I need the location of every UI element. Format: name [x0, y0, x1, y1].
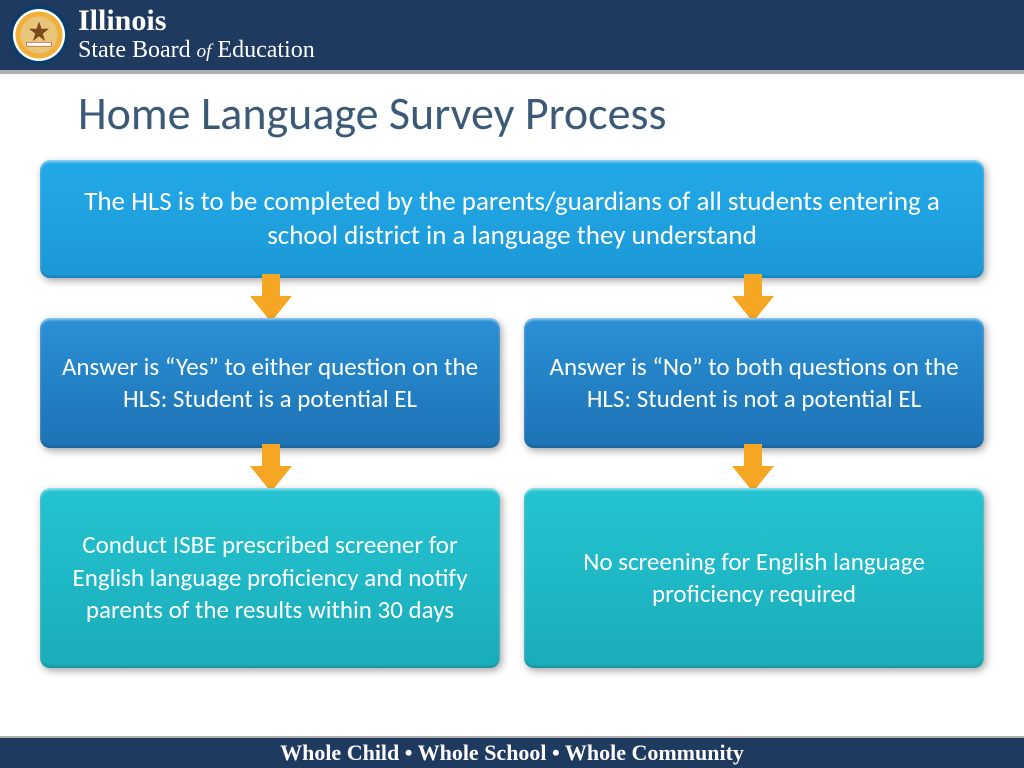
page-title: Home Language Survey Process	[0, 74, 1024, 152]
flow-node-noscreen-text: No screening for English language profic…	[542, 546, 966, 611]
header-text: Illinois State Board of Education	[78, 6, 315, 65]
arrow-down-icon	[732, 444, 774, 492]
footer-text: Whole Child • Whole School • Whole Commu…	[280, 740, 744, 766]
arrow-down-icon	[732, 274, 774, 322]
header-bar: Illinois State Board of Education	[0, 0, 1024, 74]
flow-node-conduct: Conduct ISBE prescribed screener for Eng…	[40, 488, 500, 668]
footer-bar: Whole Child • Whole School • Whole Commu…	[0, 736, 1024, 768]
flow-node-conduct-text: Conduct ISBE prescribed screener for Eng…	[58, 529, 482, 627]
arrow-down-icon	[250, 444, 292, 492]
flow-node-yes: Answer is “Yes” to either question on th…	[40, 318, 500, 448]
state-seal-icon	[8, 4, 70, 66]
flow-node-noscreen: No screening for English language profic…	[524, 488, 984, 668]
header-state: Illinois	[78, 6, 315, 36]
flow-node-top-text: The HLS is to be completed by the parent…	[58, 185, 966, 253]
header-org: State Board of Education	[78, 36, 315, 65]
flow-node-top: The HLS is to be completed by the parent…	[40, 160, 984, 278]
flow-node-no-text: Answer is “No” to both questions on the …	[542, 351, 966, 416]
arrow-down-icon	[250, 274, 292, 322]
flow-node-no: Answer is “No” to both questions on the …	[524, 318, 984, 448]
flow-node-yes-text: Answer is “Yes” to either question on th…	[58, 351, 482, 416]
